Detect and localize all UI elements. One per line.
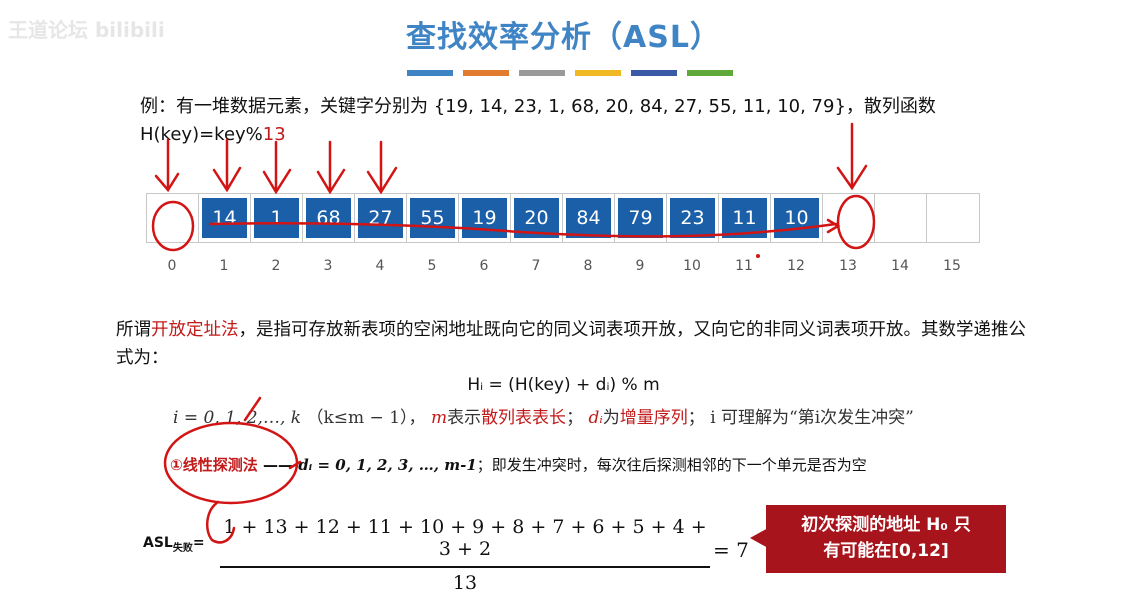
hash-cell-value: 10: [774, 198, 819, 238]
para-part2: ，是指可存放新表项的空闲地址既向它的同义词表项开放，又向它的非同义词表项开放。其…: [116, 320, 1026, 368]
hash-index-label: 12: [787, 258, 805, 274]
i-meaning: i 可理解为“第i次发生冲突”: [710, 408, 914, 428]
title-color-segment: [575, 70, 621, 76]
circle-number: ①: [170, 456, 183, 474]
arrow-index-2: [262, 140, 292, 195]
example-text: 例：有一堆数据元素，关键字分别为 {19, 14, 23, 1, 68, 20,…: [140, 93, 1080, 149]
hash-cell: 84: [563, 194, 615, 242]
i-range: i = 0, 1, 2,…, k: [173, 408, 302, 428]
page-title: 查找效率分析（ASL）: [406, 20, 721, 55]
hash-index-label: 7: [531, 258, 541, 274]
d-term: 增量序列: [619, 408, 688, 428]
linear-probing-line: ①线性探测法 —— dᵢ = 0, 1, 2, 3, …, m-1；即发生冲突时…: [170, 454, 867, 475]
hash-index-label: 0: [167, 258, 177, 274]
callout-tail: [750, 528, 768, 548]
hash-cell-value: 27: [358, 198, 403, 238]
dash: ——: [262, 456, 299, 474]
probe-line: [208, 222, 838, 238]
title-color-segment: [407, 70, 453, 76]
circle-slot-0: [151, 200, 195, 252]
asl-sub: 失败: [172, 542, 193, 554]
hash-index-label: 5: [427, 258, 437, 274]
m-desc: 表示: [447, 408, 482, 428]
hash-cell-value: 79: [618, 198, 663, 238]
example-prefix: 例：有一堆数据元素，关键字分别为 {19, 14, 23, 1, 68, 20,…: [140, 96, 936, 117]
hash-function: H(key)=key%: [140, 124, 263, 145]
hash-cell: [147, 194, 199, 242]
hash-cell: 23: [667, 194, 719, 242]
watermark: 王道论坛 bilibili: [8, 18, 165, 42]
hash-table-indices: 0 1 2 3 4 5 6 7 8 9 10 11 12 13 14 15: [146, 258, 978, 274]
title-color-segment: [519, 70, 565, 76]
arrow-index-3: [316, 140, 346, 195]
para-term: 开放定址法: [151, 320, 239, 340]
circle-linear-probing: [163, 421, 299, 505]
formula-explanation: i = 0, 1, 2,…, k （k≤m − 1）， m表示散列表表长； dᵢ…: [173, 403, 914, 428]
hash-index-label: 3: [323, 258, 333, 274]
hash-cell-value: 84: [566, 198, 611, 238]
asl-text: ASL: [143, 535, 173, 551]
para-part1: 所谓: [116, 320, 151, 340]
sep1: ；: [566, 408, 584, 428]
hash-index-label: 14: [891, 258, 909, 274]
hash-index-label: 6: [479, 258, 489, 274]
m-term: 散列表表长: [481, 408, 567, 428]
title-color-bar: [407, 70, 733, 76]
circle-slot-13: [836, 194, 876, 250]
asl-result: = 7: [713, 538, 749, 562]
linear-probing-desc: ；即发生冲突时，每次往后探测相邻的下一个单元是否为空: [476, 456, 867, 474]
hash-cell-value: 14: [202, 198, 247, 238]
hash-mod: 13: [262, 124, 286, 145]
hash-cell-value: 55: [410, 198, 455, 238]
open-addressing-paragraph: 所谓开放定址法，是指可存放新表项的空闲地址既向它的同义词表项开放，又向它的非同义…: [116, 316, 1036, 372]
hash-index-label: 2: [271, 258, 281, 274]
hash-index-label: 8: [583, 258, 593, 274]
arrow-index-1: [212, 138, 242, 193]
hash-index-label: 4: [375, 258, 385, 274]
title-color-segment: [631, 70, 677, 76]
d-var: dᵢ: [588, 408, 603, 428]
asl-eq: =: [192, 535, 205, 551]
title-color-segment: [463, 70, 509, 76]
callout-box: 初次探测的地址 H₀ 只 有可能在[0,12]: [766, 505, 1006, 573]
hash-cell: 14: [199, 194, 251, 242]
arrow-index-0: [154, 138, 180, 193]
hash-index-label: 15: [943, 258, 961, 274]
circle-numerator-one: [205, 500, 236, 544]
hash-index-label: 10: [683, 258, 701, 274]
hash-cell-value: 23: [670, 198, 715, 238]
i-condition: （k≤m − 1），: [306, 408, 426, 428]
asl-denominator: 13: [452, 571, 478, 594]
sep2: ；: [687, 408, 705, 428]
hash-cell: 79: [615, 194, 667, 242]
hash-cell: 55: [407, 194, 459, 242]
fraction-line: [220, 566, 710, 568]
callout-line1: 初次探测的地址 H₀ 只: [801, 515, 971, 535]
callout-line2: 有可能在[0,12]: [823, 541, 949, 561]
asl-numerator: 1 + 13 + 12 + 11 + 10 + 9 + 8 + 7 + 6 + …: [223, 516, 707, 560]
hash-cell: 11: [719, 194, 771, 242]
hash-index-label: 1: [219, 258, 229, 274]
arrow-index-13: [836, 122, 868, 191]
d-desc: 为: [602, 408, 620, 428]
hash-cell-value: 11: [722, 198, 767, 238]
hash-table: 14 1 68 27 55 19 20 84 79 23 11 10: [146, 193, 980, 243]
linear-probing-name: 线性探测法: [182, 456, 258, 474]
recurrence-formula: Hᵢ = (H(key) + dᵢ) % m: [467, 375, 660, 395]
hash-index-label: 9: [635, 258, 645, 274]
arrow-index-4: [366, 140, 398, 195]
title-color-segment: [687, 70, 733, 76]
asl-fraction: 1 + 13 + 12 + 11 + 10 + 9 + 8 + 7 + 6 + …: [220, 516, 710, 594]
hash-cell: 10: [771, 194, 823, 242]
hash-index-label: 11: [735, 258, 753, 274]
increment-formula: dᵢ = 0, 1, 2, 3, …, m-1: [298, 456, 477, 474]
m-var: m: [430, 408, 448, 428]
asl-label: ASL失败=: [143, 535, 205, 554]
hash-cell: 27: [355, 194, 407, 242]
hash-cell: [875, 194, 927, 242]
hash-index-label: 13: [839, 258, 857, 274]
